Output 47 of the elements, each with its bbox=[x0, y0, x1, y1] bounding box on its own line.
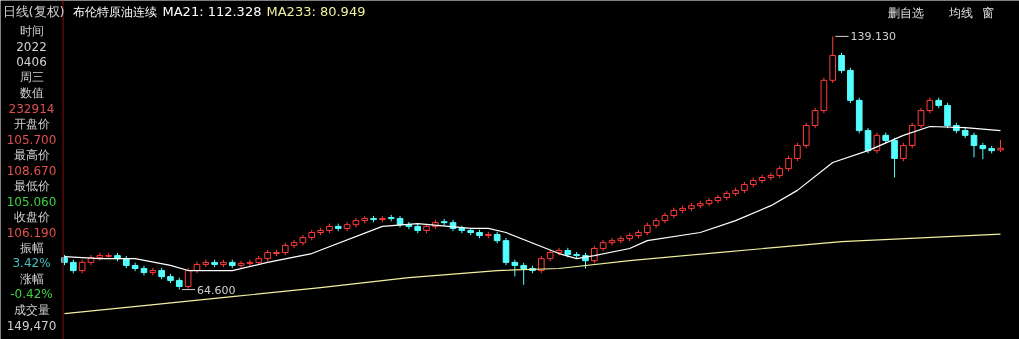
annotation: 139.130 bbox=[850, 30, 896, 44]
text: 108.670 bbox=[6, 163, 57, 178]
candlestick bbox=[864, 127, 872, 154]
text: 涨幅 bbox=[19, 271, 44, 286]
candlestick bbox=[184, 267, 192, 290]
text: 149,470 bbox=[6, 318, 57, 333]
text: MA233: 80.949 bbox=[266, 4, 366, 19]
candlestick bbox=[908, 122, 916, 149]
candlestick bbox=[502, 237, 510, 266]
annotation: 删自选 bbox=[887, 5, 924, 20]
text: 0406 bbox=[16, 55, 47, 69]
candlestick bbox=[802, 122, 810, 149]
candlestick bbox=[917, 107, 925, 129]
text: 成交量 bbox=[13, 302, 50, 317]
text: 开盘价 bbox=[13, 116, 50, 131]
text: 2022 bbox=[16, 39, 47, 54]
annotation: 均线 bbox=[947, 5, 973, 20]
candlestick bbox=[900, 142, 907, 162]
chart-subtitle: 布伦特原油连续 bbox=[72, 4, 157, 19]
text: 232914 bbox=[8, 101, 55, 116]
text: 时间 bbox=[19, 23, 44, 38]
text: MA21: 112.328 bbox=[162, 4, 262, 19]
annotation: 窗 bbox=[981, 5, 994, 20]
chart-title: 日线(复权) bbox=[2, 4, 65, 19]
text: 最低价 bbox=[13, 178, 50, 193]
text: 振幅 bbox=[19, 240, 44, 255]
text: 105.700 bbox=[6, 132, 57, 147]
text: 最高价 bbox=[13, 147, 50, 162]
candlestick bbox=[237, 260, 245, 269]
candlestick bbox=[891, 137, 898, 178]
text: -0.42% bbox=[10, 287, 53, 301]
candlestick bbox=[944, 102, 951, 129]
text: 105.060 bbox=[6, 194, 57, 209]
candlestick bbox=[290, 239, 298, 249]
candlestick bbox=[520, 262, 527, 286]
candlestick bbox=[838, 52, 845, 74]
candlestick bbox=[970, 132, 978, 158]
text: 周三 bbox=[19, 70, 44, 84]
candlestick bbox=[811, 107, 819, 129]
text: 106.190 bbox=[6, 225, 57, 240]
annotation: 64.600 bbox=[196, 283, 236, 297]
candlestick bbox=[608, 237, 616, 246]
text: 数值 bbox=[19, 85, 44, 100]
text: 3.42% bbox=[12, 256, 51, 270]
candlestick bbox=[794, 142, 801, 162]
candlestick bbox=[246, 259, 254, 267]
text: 收盘价 bbox=[13, 209, 50, 224]
